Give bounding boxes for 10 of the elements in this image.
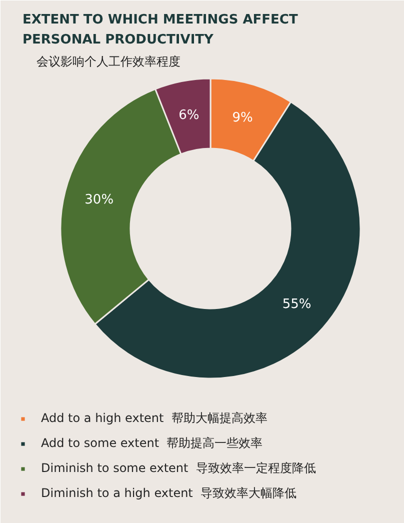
data-label: 6% [178, 108, 200, 124]
chart-title: EXTENT TO WHICH MEETINGS AFFECT PERSONAL PRODUCTIVITY [22, 12, 298, 48]
legend-label: Add to a high extent 帮助大幅提高效率 [41, 410, 268, 426]
data-label: 9% [232, 110, 253, 126]
legend-label: Add to some extent 帮助提高一些效率 [41, 434, 263, 452]
data-label: 55% [282, 297, 312, 312]
legend-label: Diminish to some extent 导致效率一定程度降低 [41, 460, 316, 476]
chart-subtitle: 会议影响个人工作效率程度 [36, 54, 180, 68]
data-label: 30% [84, 192, 114, 208]
legend-label: Diminish to a high extent 导致效率大幅降低 [41, 484, 297, 502]
